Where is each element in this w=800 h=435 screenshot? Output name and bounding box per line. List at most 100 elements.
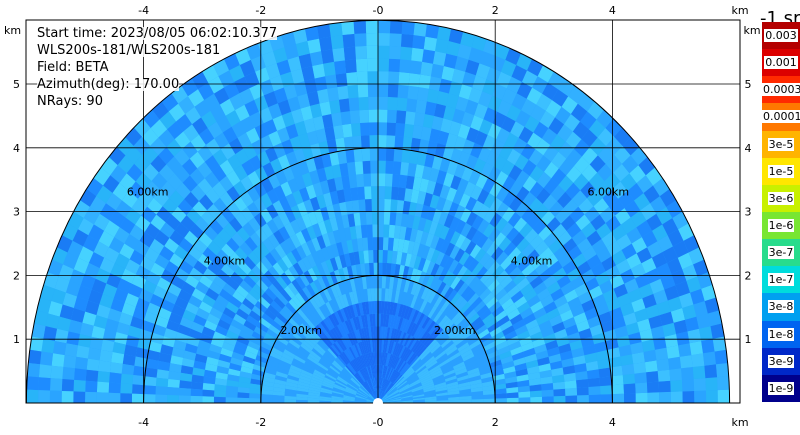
x-tick-label-top: 4: [609, 4, 616, 17]
field-cell: [660, 273, 676, 290]
field-cell: [378, 198, 385, 212]
field-cell: [284, 237, 296, 252]
field-cell: [441, 363, 453, 372]
field-cell: [471, 35, 487, 52]
field-cell: [558, 175, 574, 192]
field-cell: [627, 183, 644, 201]
field-cell: [128, 181, 145, 199]
field-cell: [179, 380, 192, 389]
field-cell: [630, 146, 648, 166]
field-cell: [472, 279, 484, 293]
field-cell: [341, 280, 349, 294]
field-cell: [565, 182, 581, 200]
field-cell: [467, 335, 480, 346]
field-cell: [62, 367, 75, 380]
field-cell: [667, 229, 684, 247]
field-cell: [479, 308, 492, 321]
field-cell: [397, 380, 408, 389]
field-cell: [162, 198, 178, 215]
x-unit-label-bottom: km: [731, 416, 748, 429]
field-cell: [436, 170, 447, 185]
field-cell: [457, 282, 469, 296]
field-cell: [281, 139, 294, 155]
field-cell: [467, 367, 480, 375]
field-cell: [353, 20, 367, 34]
field-cell: [112, 183, 129, 201]
field-cell: [406, 321, 414, 335]
field-cell: [532, 219, 547, 235]
field-cell: [62, 292, 77, 308]
field-cell: [380, 326, 383, 340]
field-cell: [536, 313, 550, 326]
field-cell: [496, 127, 511, 144]
field-cell: [241, 325, 254, 336]
field-cell: [260, 341, 273, 352]
field-cell: [347, 362, 357, 374]
field-cell: [385, 353, 390, 366]
field-cell: [489, 212, 502, 228]
field-cell: [212, 149, 228, 166]
field-cell: [436, 395, 449, 399]
field-cell: [359, 387, 369, 396]
field-cell: [176, 114, 192, 132]
field-cell: [298, 289, 310, 303]
field-cell: [491, 246, 504, 261]
azimuth-text: Azimuth(deg): 170.00: [37, 77, 180, 92]
field-cell: [420, 349, 431, 361]
field-cell: [114, 227, 130, 244]
field-cell: [26, 389, 39, 403]
y-tick-label-left: 5: [13, 78, 20, 91]
field-cell: [650, 325, 665, 340]
field-cell: [389, 401, 402, 403]
field-cell: [276, 292, 289, 306]
field-cell: [294, 175, 306, 190]
field-cell: [385, 382, 394, 394]
field-cell: [670, 391, 683, 403]
field-cell: [218, 70, 235, 88]
field-cell: [371, 339, 375, 353]
field-cell: [678, 343, 692, 357]
field-cell: [309, 281, 320, 295]
field-cell: [444, 242, 455, 257]
field-cell: [657, 369, 671, 382]
field-cell: [274, 339, 287, 350]
field-cell: [414, 229, 424, 244]
field-cell: [398, 331, 405, 344]
field-cell: [325, 74, 338, 89]
field-cell: [328, 367, 340, 376]
field-cell: [406, 266, 414, 281]
field-cell: [398, 383, 409, 391]
field-cell: [132, 375, 145, 386]
field-cell: [585, 277, 600, 292]
field-cell: [322, 379, 335, 386]
field-cell: [261, 292, 274, 305]
field-cell: [73, 391, 86, 403]
field-cell: [492, 373, 505, 381]
field-cell: [595, 302, 610, 316]
field-cell: [389, 398, 402, 402]
field-cell: [521, 341, 534, 352]
field-cell: [394, 135, 404, 150]
field-cell: [310, 379, 323, 386]
field-cell: [421, 316, 431, 329]
field-cell: [584, 352, 598, 364]
field-cell: [77, 334, 92, 348]
field-cell: [389, 301, 395, 315]
field-cell: [243, 256, 256, 270]
field-cell: [400, 391, 412, 396]
field-cell: [398, 361, 407, 373]
field-cell: [372, 378, 376, 391]
field-cell: [302, 286, 313, 300]
field-cell: [489, 359, 502, 368]
field-cell: [445, 305, 457, 318]
field-cell: [394, 375, 404, 386]
field-cell: [149, 294, 164, 308]
field-cell: [322, 303, 332, 317]
field-cell: [93, 213, 110, 231]
field-cell: [356, 391, 368, 398]
field-cell: [373, 352, 376, 365]
field-cell: [345, 279, 353, 293]
field-cell: [301, 172, 313, 188]
field-cell: [426, 247, 436, 261]
